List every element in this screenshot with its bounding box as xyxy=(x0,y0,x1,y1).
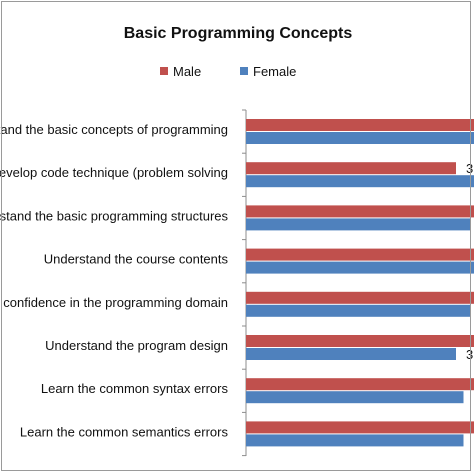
bar-male xyxy=(246,162,456,175)
category-label: Understand the course contents xyxy=(44,252,229,267)
bar-female xyxy=(246,132,474,144)
bar-female xyxy=(246,218,471,231)
category-label: Gain confidence in the programming domai… xyxy=(0,295,228,310)
data-label-male: 3.96 xyxy=(466,161,474,176)
bar-male xyxy=(246,378,474,391)
legend-swatch-female xyxy=(240,67,248,75)
bar-female xyxy=(246,261,474,274)
bar-male xyxy=(246,205,474,218)
legend-label-male: Male xyxy=(173,64,201,79)
category-label: Learn the common syntax errors xyxy=(41,381,229,396)
category-label: Understand the basic programming structu… xyxy=(0,208,228,223)
legend: Male Female xyxy=(160,64,296,79)
data-label-female: 3.96 xyxy=(466,347,474,362)
category-label: Learn the common semantics errors xyxy=(20,424,229,439)
bar-male xyxy=(246,335,474,347)
category-label: Develop code technique (problem solving xyxy=(0,165,228,180)
bar-female xyxy=(246,391,464,404)
category-label: Understand the program design xyxy=(45,338,228,353)
bar-male xyxy=(246,248,474,261)
legend-label-female: Female xyxy=(253,64,296,79)
bar-female xyxy=(246,348,456,360)
bar-male xyxy=(246,421,474,434)
category-label: Understand the basic concepts of program… xyxy=(0,122,228,137)
bar-female xyxy=(246,175,474,188)
bar-female xyxy=(246,434,464,447)
bar-male xyxy=(246,291,474,304)
legend-swatch-male xyxy=(160,67,168,75)
chart-title: Basic Programming Concepts xyxy=(124,25,353,42)
bar-female xyxy=(246,304,471,317)
bar-male xyxy=(246,119,474,131)
plot-area: Understand the basic concepts of program… xyxy=(0,109,474,457)
